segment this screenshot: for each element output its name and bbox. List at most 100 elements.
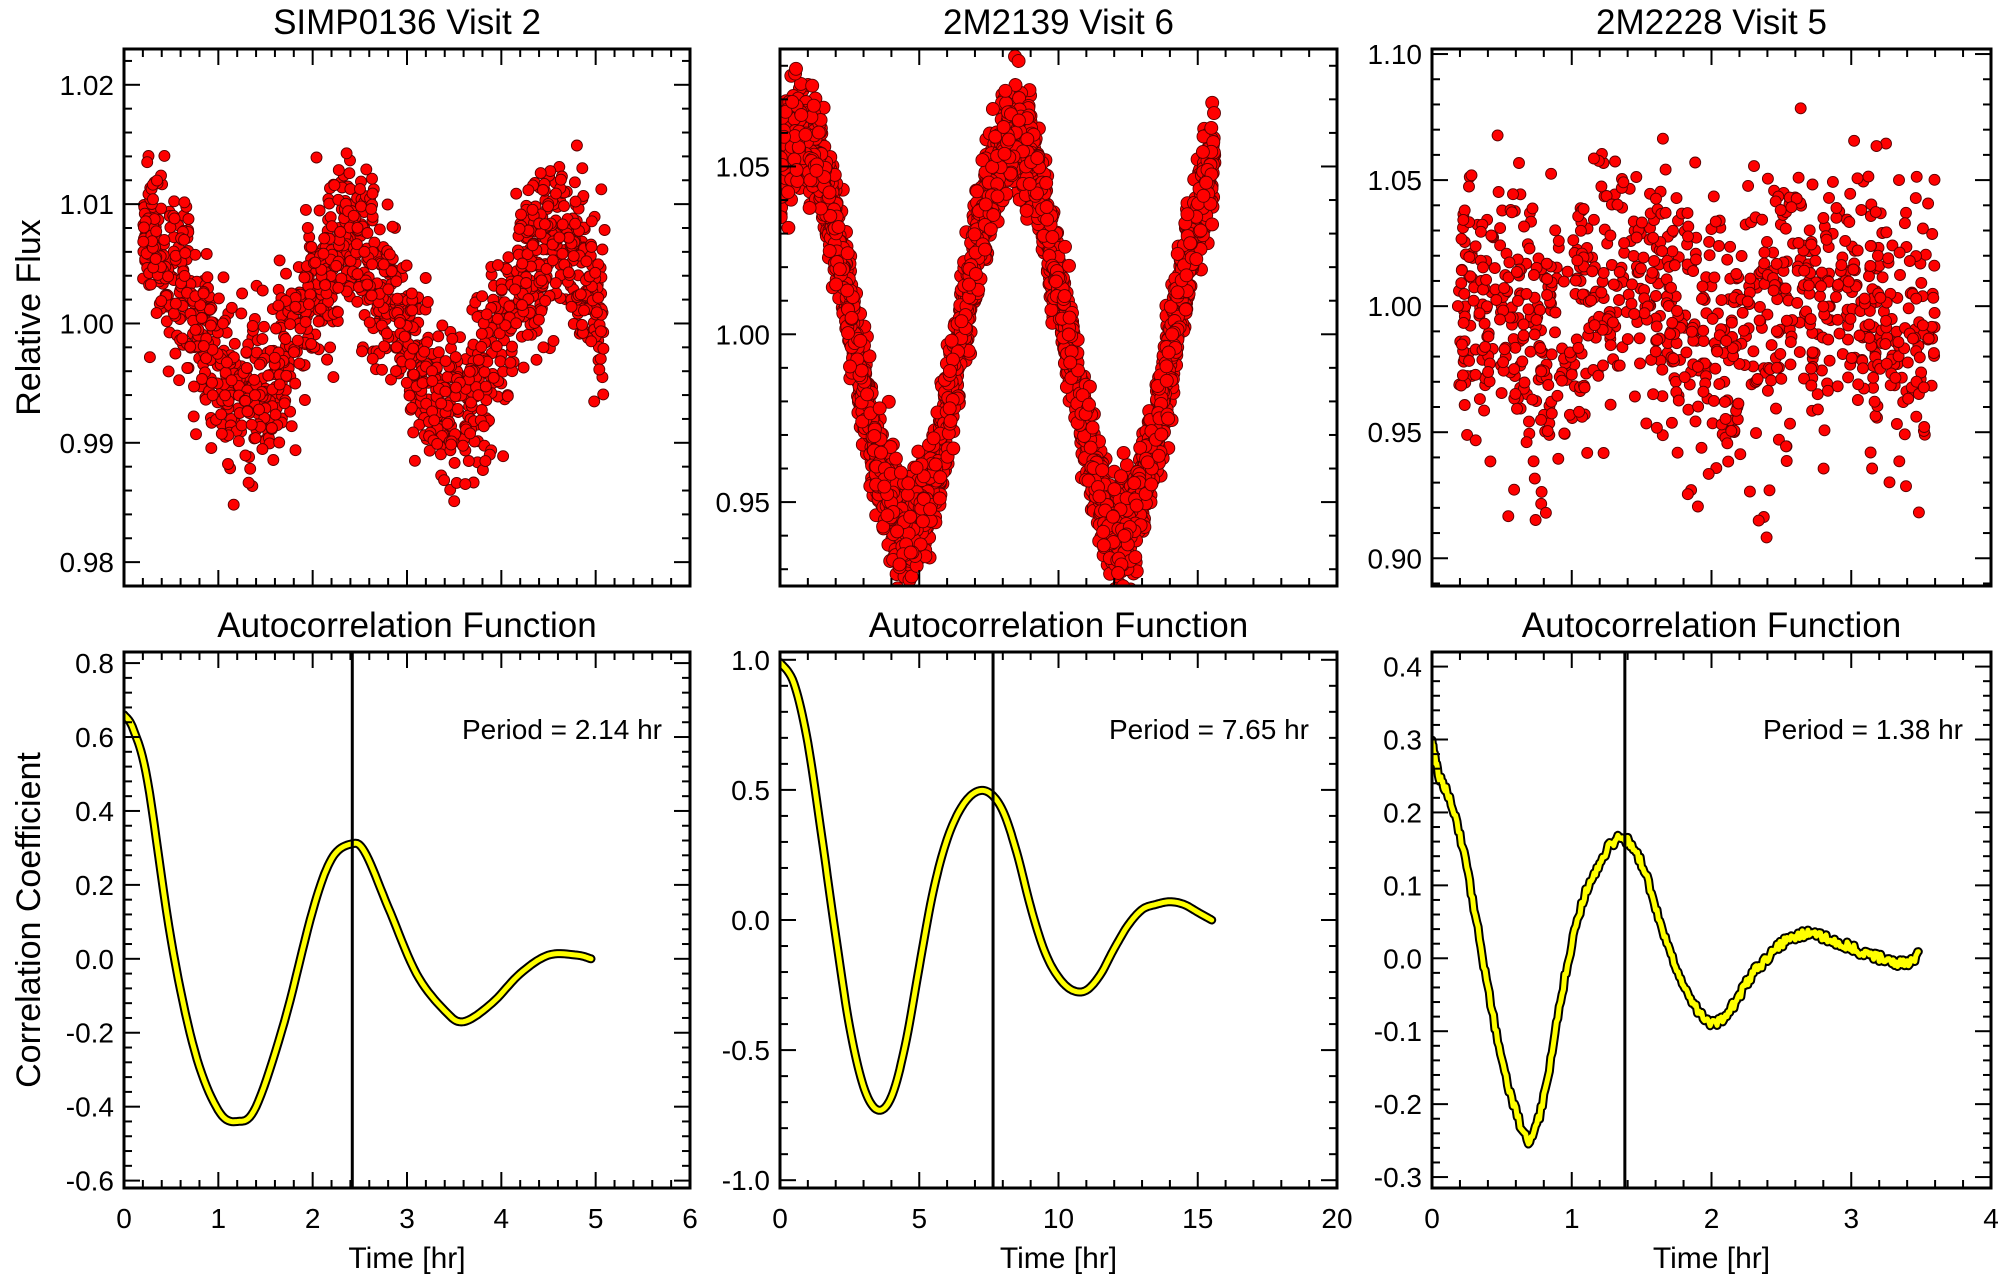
y-tick-label: 1.02	[60, 70, 115, 101]
data-point	[158, 149, 171, 162]
data-point	[509, 283, 521, 296]
data-point	[391, 292, 404, 305]
data-point	[269, 408, 282, 421]
data-point	[576, 162, 589, 175]
data-point	[493, 327, 506, 340]
data-point	[273, 378, 286, 391]
data-point	[475, 340, 488, 353]
data-point	[189, 323, 202, 336]
data-point	[556, 247, 569, 260]
data-point	[225, 374, 238, 387]
data-point	[517, 361, 530, 374]
data-point	[597, 388, 610, 401]
data-point	[249, 432, 262, 445]
data-point	[1204, 120, 1219, 135]
data-point	[578, 304, 590, 317]
data-point	[289, 300, 302, 313]
data-point	[351, 221, 364, 234]
data-point	[558, 200, 570, 213]
data-point	[491, 312, 504, 325]
data-point	[479, 380, 492, 393]
data-point	[459, 478, 472, 491]
data-point	[289, 377, 302, 390]
data-point	[280, 267, 292, 280]
data-point	[240, 362, 253, 374]
data-point	[408, 454, 421, 467]
data-point	[479, 455, 492, 468]
data-point	[204, 319, 217, 332]
data-point	[465, 396, 477, 409]
data-point	[318, 232, 331, 245]
data-point	[239, 449, 252, 462]
data-point	[358, 245, 371, 258]
data-point	[321, 353, 334, 366]
y-axis-label: Relative Flux	[10, 219, 48, 416]
data-point	[532, 313, 545, 326]
data-point	[416, 377, 429, 390]
data-point	[585, 215, 598, 228]
data-point	[592, 291, 605, 304]
data-point	[495, 283, 508, 296]
data-point	[407, 368, 420, 381]
data-point	[382, 283, 395, 296]
data-point	[970, 184, 984, 199]
data-point	[317, 247, 330, 260]
data-point	[405, 287, 418, 300]
data-point	[588, 395, 601, 408]
data-point	[534, 167, 547, 180]
data-point	[432, 346, 445, 359]
data-point	[147, 193, 159, 206]
data-point	[273, 254, 286, 267]
data-point	[438, 474, 451, 487]
data-point	[268, 351, 281, 364]
data-point	[451, 402, 464, 415]
data-point	[499, 319, 512, 332]
data-point	[182, 213, 195, 225]
data-point	[377, 258, 390, 271]
data-point	[324, 341, 337, 354]
data-point	[248, 373, 261, 386]
data-point	[361, 278, 374, 291]
data-point	[340, 147, 353, 160]
data-point	[351, 295, 364, 308]
data-point	[239, 394, 252, 407]
data-point	[380, 327, 393, 340]
data-point	[188, 380, 200, 393]
data-point	[423, 444, 436, 457]
data-point	[383, 248, 396, 261]
data-point	[381, 198, 394, 211]
data-point	[169, 297, 182, 310]
data-point	[373, 223, 386, 236]
data-point	[590, 306, 603, 319]
data-point	[1039, 200, 1054, 214]
data-point	[227, 498, 240, 511]
data-point	[441, 371, 454, 383]
data-point	[585, 335, 598, 348]
data-point	[386, 220, 399, 233]
data-point	[189, 248, 202, 261]
data-point	[521, 248, 534, 261]
data-point	[1170, 246, 1185, 261]
data-point	[284, 405, 297, 418]
data-point	[476, 290, 489, 303]
data-point	[595, 183, 608, 196]
data-point	[540, 262, 553, 275]
data-point	[549, 277, 562, 290]
data-point	[472, 389, 485, 402]
data-point	[332, 164, 345, 177]
data-point	[407, 426, 420, 439]
data-point	[363, 316, 376, 329]
data-point	[361, 227, 374, 239]
data-point	[179, 247, 192, 260]
data-point	[195, 312, 208, 324]
data-point	[515, 208, 527, 221]
data-point	[298, 271, 311, 284]
data-point	[530, 353, 543, 366]
data-point	[844, 310, 859, 325]
data-point	[284, 318, 297, 331]
data-point	[169, 347, 182, 360]
data-point	[544, 165, 557, 178]
data-point	[265, 422, 278, 434]
